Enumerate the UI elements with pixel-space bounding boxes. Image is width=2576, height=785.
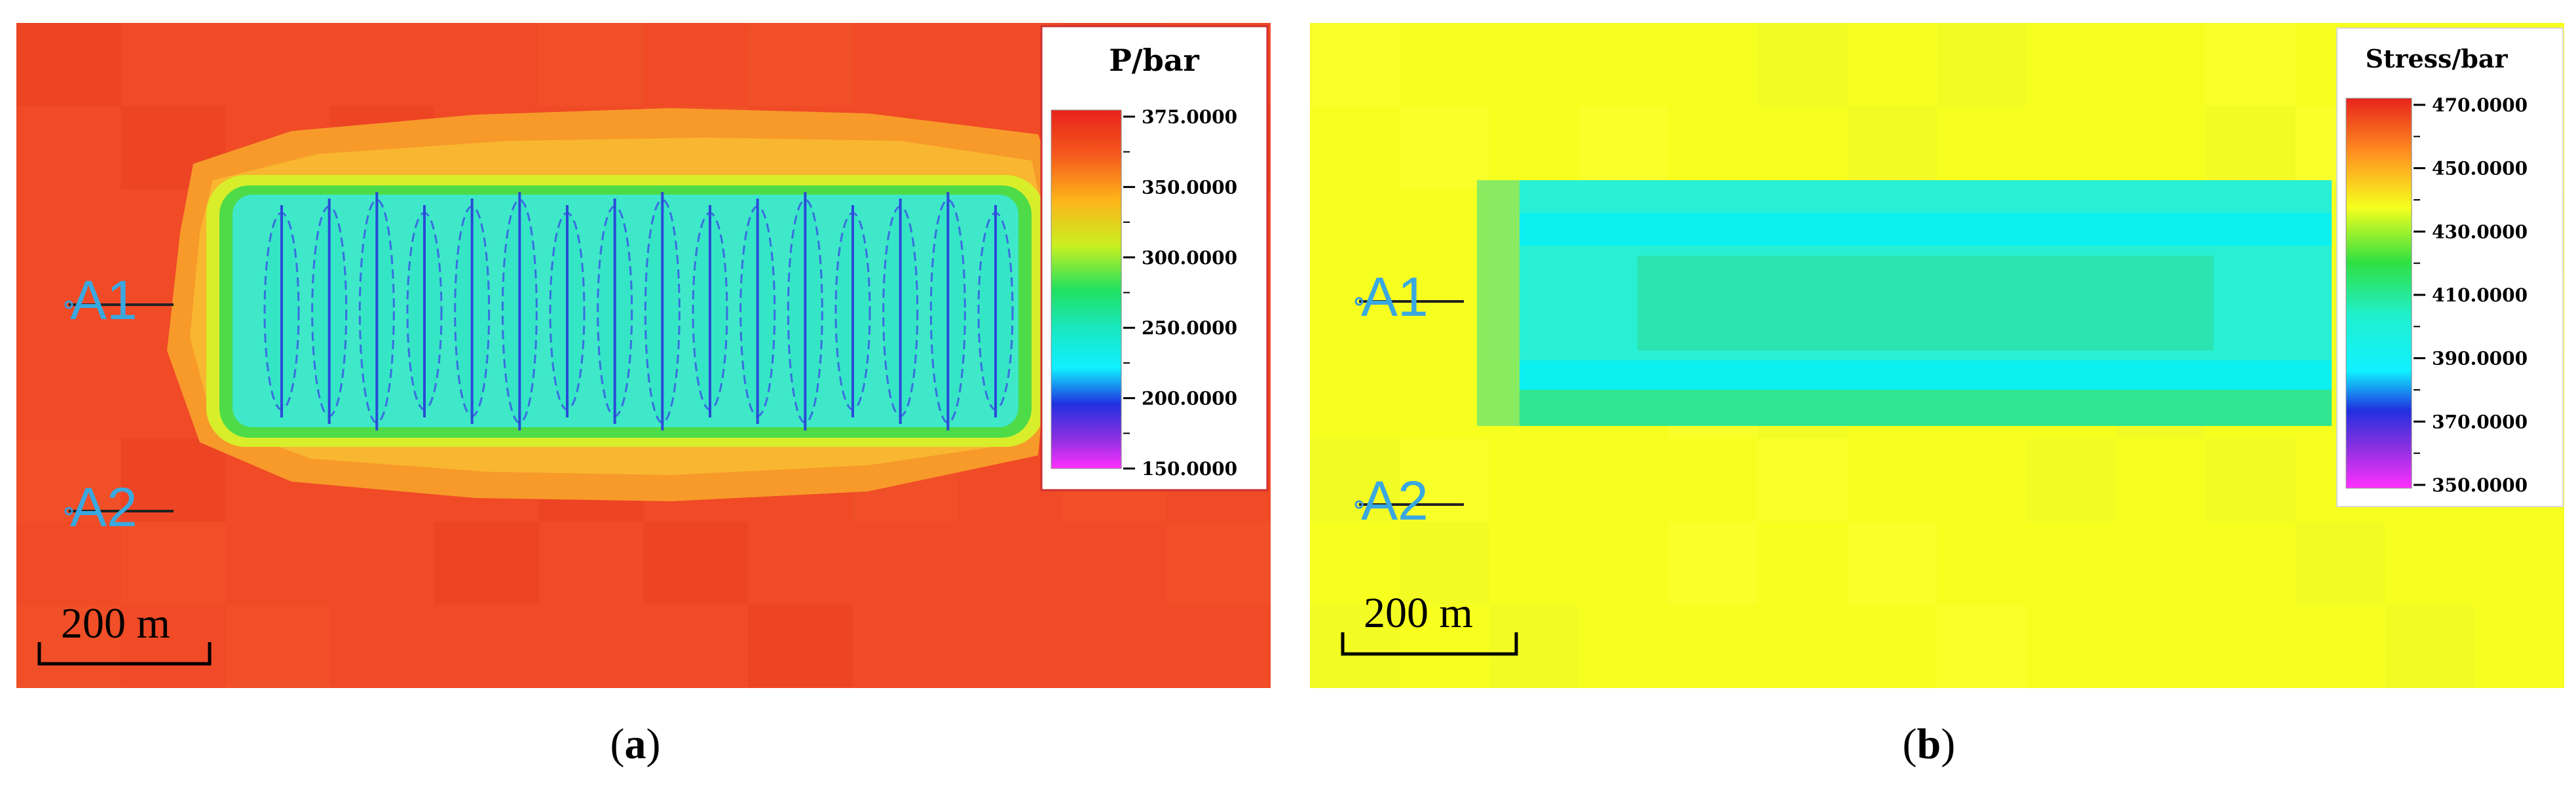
legend-tick-label: 350.0000 (1142, 176, 1237, 198)
legend-tick-label: 430.0000 (2432, 221, 2528, 242)
stress-zone-cells (1477, 180, 2332, 426)
legend-tick-label: 375.0000 (1142, 106, 1237, 128)
scale-bar-label: 200 m (61, 600, 170, 647)
marker-a2-label: A2 (1361, 470, 1428, 531)
legend-tick-label: 350.0000 (2432, 474, 2528, 496)
legend-tick-label: 250.0000 (1142, 317, 1237, 339)
marker-a1-label: A1 (1361, 266, 1428, 328)
stress-band-lower (1520, 360, 2332, 390)
marker-a1: A1 (1354, 266, 1464, 328)
legend-colorbar (2345, 98, 2412, 489)
marker-a2: A2 (1354, 470, 1464, 531)
caption-b: (b) (1902, 720, 1956, 768)
legend-tick-label: 150.0000 (1142, 458, 1237, 480)
marker-a2: A2 (64, 476, 174, 538)
stress-band-upper (1520, 213, 2332, 246)
caption-b-letter: b (1916, 720, 1941, 768)
marker-a1-label: A1 (70, 269, 138, 331)
caption-a: (a) (610, 720, 661, 768)
hydraulic-fractures (263, 192, 1014, 431)
pressure-map-panel: A1 A2 200 m P/bar 375.0000 350.0000 300.00… (16, 23, 1271, 688)
color-legend: P/bar 375.0000 350.0000 300.0000 250.0000 20… (1040, 25, 1269, 491)
stress-edge-left (1477, 180, 1520, 426)
marker-a2-label: A2 (70, 476, 138, 538)
legend-tick-label: 300.0000 (1142, 247, 1237, 269)
legend-title: P/bar (1109, 43, 1199, 78)
legend-tick-label: 470.0000 (2432, 94, 2528, 116)
legend-tick-label: 410.0000 (2432, 284, 2528, 306)
legend-title: Stress/bar (2365, 44, 2508, 73)
stress-map-panel: A1 A2 200 m Stress/bar 470.0000 450.0000 4… (1310, 23, 2564, 688)
legend-tick-label: 450.0000 (2432, 158, 2528, 180)
legend-tick-label: 390.0000 (2432, 348, 2528, 370)
color-legend: Stress/bar 470.0000 450.0000 430.0000 410.0… (2336, 28, 2564, 507)
legend-colorbar (1051, 109, 1122, 469)
caption-a-letter: a (624, 720, 646, 768)
marker-a1: A1 (64, 269, 174, 331)
stress-core (1637, 256, 2214, 351)
legend-tick-label: 370.0000 (2432, 411, 2528, 432)
scale-bar: 200 m (1341, 589, 1518, 656)
stress-band-bottom (1520, 390, 2332, 426)
legend-tick-label: 200.0000 (1142, 388, 1237, 410)
scale-bar: 200 m (37, 600, 212, 666)
scale-bar-label: 200 m (1364, 589, 1473, 637)
